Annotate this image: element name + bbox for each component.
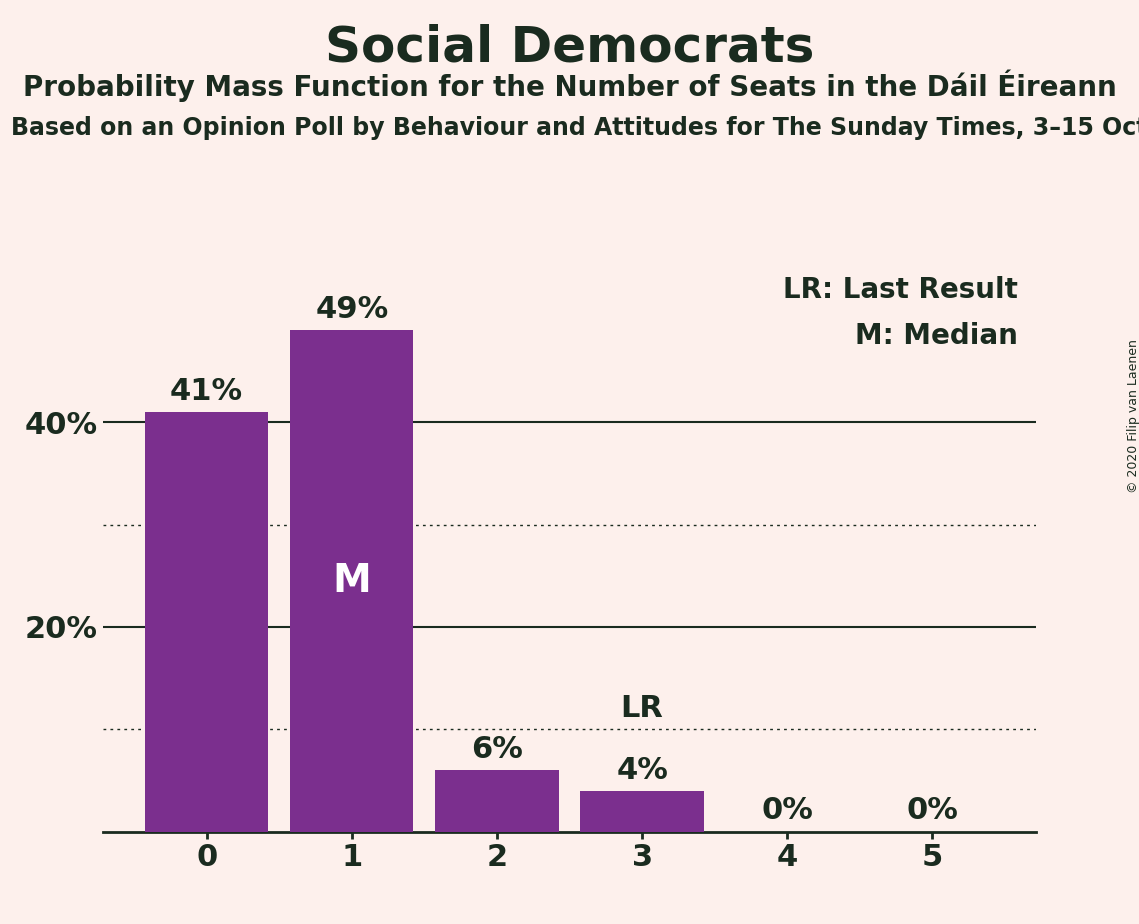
Text: 41%: 41% [170, 377, 244, 406]
Text: M: M [333, 562, 371, 600]
Bar [581, 791, 704, 832]
Bar [290, 331, 413, 832]
Text: Probability Mass Function for the Number of Seats in the Dáil Éireann: Probability Mass Function for the Number… [23, 69, 1116, 102]
Text: LR: Last Result: LR: Last Result [782, 276, 1018, 304]
Bar [145, 412, 269, 832]
Text: 0%: 0% [761, 796, 813, 825]
Text: M: Median: M: Median [855, 322, 1018, 350]
Text: 49%: 49% [316, 295, 388, 324]
Text: 6%: 6% [472, 736, 523, 764]
Text: © 2020 Filip van Laenen: © 2020 Filip van Laenen [1126, 339, 1139, 492]
Text: 0%: 0% [907, 796, 958, 825]
Text: 4%: 4% [616, 756, 667, 784]
Text: Social Democrats: Social Democrats [325, 23, 814, 71]
Text: Based on an Opinion Poll by Behaviour and Attitudes for The Sunday Times, 3–15 O: Based on an Opinion Poll by Behaviour an… [11, 116, 1139, 140]
Text: LR: LR [621, 694, 664, 723]
Bar [435, 771, 558, 832]
